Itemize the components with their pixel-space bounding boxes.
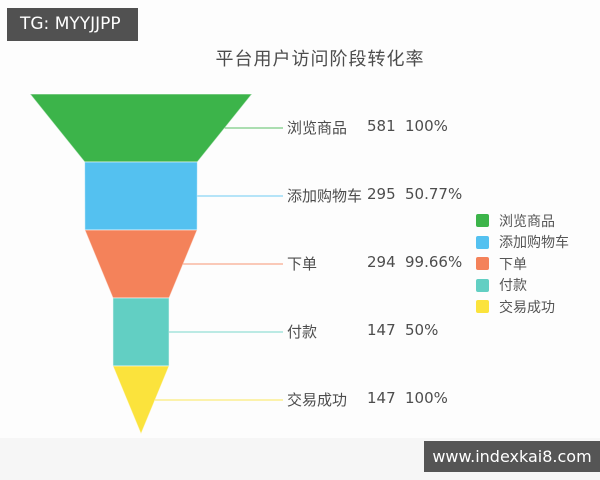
stage-label: 下单	[287, 255, 318, 273]
stage-label: 添加购物车	[287, 187, 363, 205]
funnel-segment-2	[84, 229, 198, 299]
chart-title: 平台用户访问阶段转化率	[215, 49, 425, 70]
stage-value: 147	[367, 389, 396, 407]
stage-value: 581	[367, 117, 396, 135]
funnel-segment-0	[28, 93, 254, 163]
legend-item-1: 添加购物车	[476, 232, 569, 254]
stage-row-2: 下单 294 99.66%	[287, 253, 482, 275]
stage-label: 浏览商品	[287, 119, 348, 137]
legend-item-3: 付款	[476, 275, 569, 297]
stage-percent: 100%	[405, 117, 448, 135]
stage-percent: 100%	[405, 389, 448, 407]
stage-value: 147	[367, 321, 396, 339]
funnel-segment-3	[112, 297, 170, 367]
stage-percent: 50.77%	[405, 185, 463, 203]
legend-item-2: 下单	[476, 253, 569, 275]
stage-percent: 50%	[405, 321, 439, 339]
chart-legend: 浏览商品添加购物车下单付款交易成功	[476, 210, 569, 318]
legend-swatch-icon	[476, 235, 489, 249]
stage-row-1: 添加购物车 295 50.77%	[287, 185, 482, 207]
watermark-bottom-badge: www.indexkai8.com	[424, 441, 600, 472]
legend-label: 添加购物车	[499, 235, 569, 252]
stage-row-3: 付款 147 50%	[287, 321, 482, 343]
stage-value: 294	[367, 253, 396, 271]
funnel-segment-1	[84, 161, 198, 231]
stage-row-4: 交易成功 147 100%	[287, 389, 482, 411]
legend-label: 浏览商品	[499, 213, 555, 230]
legend-swatch-icon	[476, 278, 489, 292]
watermark-top-badge: TG: MYYJJPP	[7, 8, 138, 41]
legend-label: 下单	[499, 256, 527, 273]
legend-item-4: 交易成功	[476, 296, 569, 318]
stage-label: 付款	[287, 323, 318, 341]
legend-item-0: 浏览商品	[476, 210, 569, 232]
stage-row-0: 浏览商品 581 100%	[287, 117, 482, 139]
legend-swatch-icon	[476, 300, 489, 314]
stage-value: 295	[367, 185, 396, 203]
stage-label: 交易成功	[287, 391, 348, 409]
legend-swatch-icon	[476, 257, 489, 271]
legend-swatch-icon	[476, 214, 489, 228]
legend-label: 交易成功	[499, 299, 555, 316]
stage-percent: 99.66%	[405, 253, 463, 271]
legend-label: 付款	[499, 278, 527, 295]
